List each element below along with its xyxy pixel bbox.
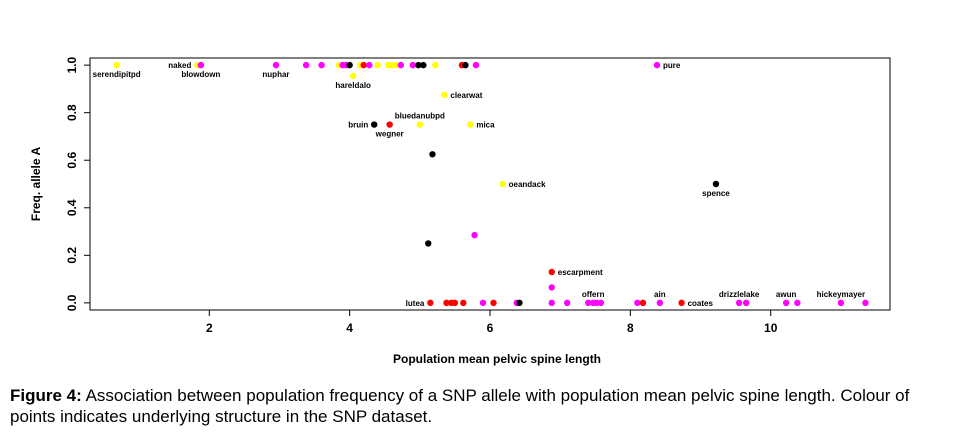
data-point xyxy=(397,61,405,69)
point-label: coates xyxy=(688,299,714,308)
data-point xyxy=(451,299,459,307)
scatter-chart: 2 4 6 8 10 0.0 0.2 0.4 0.6 0.8 1.0 Population mea… xyxy=(29,56,891,366)
x-tick-label: 10 xyxy=(764,321,778,335)
data-point xyxy=(462,61,469,69)
data-point xyxy=(360,61,367,69)
data-point xyxy=(837,299,845,307)
x-tick-label: 2 xyxy=(206,321,213,335)
data-point xyxy=(653,61,661,69)
data-point xyxy=(548,268,555,276)
data-point xyxy=(472,61,480,69)
point-label: escarpment xyxy=(558,268,603,277)
data-point xyxy=(197,61,205,69)
data-point xyxy=(371,121,378,128)
point-label: bruin xyxy=(348,121,368,130)
point-label: offern xyxy=(582,290,605,299)
y-tick-label: 1.0 xyxy=(65,56,79,73)
data-point xyxy=(794,299,801,307)
plot-frame xyxy=(89,57,891,311)
data-point xyxy=(441,91,448,99)
data-point xyxy=(467,121,474,128)
y-tick-label: 0.0 xyxy=(65,294,79,311)
y-axis-title: Freq. allele A xyxy=(29,147,43,222)
data-point xyxy=(302,61,310,69)
data-point xyxy=(386,121,393,128)
data-point xyxy=(499,180,506,188)
data-point xyxy=(346,61,353,69)
data-point xyxy=(432,61,439,69)
data-point xyxy=(712,180,720,188)
data-point xyxy=(585,299,592,307)
data-point xyxy=(443,299,450,307)
point-label: pure xyxy=(663,61,681,70)
data-point xyxy=(416,121,424,128)
data-point xyxy=(272,61,280,69)
point-label: bluedanubpd xyxy=(395,112,445,121)
data-point xyxy=(735,299,743,307)
y-tick-label: 0.6 xyxy=(65,152,79,169)
x-axis: 2 4 6 8 10 xyxy=(206,310,778,335)
y-tick-label: 0.2 xyxy=(65,247,79,264)
point-label: lutea xyxy=(406,299,425,308)
data-point xyxy=(113,61,120,69)
point-label: naked xyxy=(168,61,191,70)
x-tick-label: 6 xyxy=(487,321,494,335)
data-point xyxy=(409,61,417,69)
point-label: clearwat xyxy=(450,91,482,100)
data-point xyxy=(388,61,395,69)
data-point xyxy=(634,299,641,307)
y-axis: 0.0 0.2 0.4 0.6 0.8 1.0 xyxy=(65,56,90,311)
data-point xyxy=(427,299,434,307)
data-point xyxy=(471,231,478,239)
data-point xyxy=(678,299,685,307)
data-point xyxy=(782,299,790,307)
data-point xyxy=(656,299,664,307)
data-point xyxy=(862,299,869,307)
data-point xyxy=(639,299,647,307)
point-label: hickeymayer xyxy=(817,290,865,299)
point-label: mica xyxy=(476,121,495,130)
data-point xyxy=(420,61,427,69)
point-label: blowdown xyxy=(181,70,220,79)
point-label: hareldalo xyxy=(335,81,371,90)
data-point xyxy=(490,299,497,307)
caption-text: Association between population frequency… xyxy=(10,386,910,426)
data-point xyxy=(597,299,605,307)
point-label: drizzlelake xyxy=(719,290,760,299)
point-label: spence xyxy=(702,189,730,198)
data-point xyxy=(425,240,432,247)
y-tick-label: 0.8 xyxy=(65,104,79,121)
data-point xyxy=(516,299,523,307)
data-points xyxy=(113,61,869,307)
data-point xyxy=(366,61,373,69)
data-point xyxy=(415,61,422,69)
data-point xyxy=(742,299,750,307)
data-point xyxy=(318,61,325,69)
y-tick-label: 0.4 xyxy=(65,199,79,216)
x-tick-label: 8 xyxy=(627,321,634,335)
data-point xyxy=(460,299,467,307)
x-tick-label: 4 xyxy=(346,321,353,335)
data-point xyxy=(429,151,436,158)
data-point xyxy=(479,299,487,307)
figure-caption: Figure 4: Association between population… xyxy=(10,385,950,427)
point-label: awun xyxy=(776,290,797,299)
point-label: ain xyxy=(654,290,666,299)
data-point xyxy=(548,284,555,291)
point-label: serendipitpd xyxy=(93,70,141,79)
data-point xyxy=(563,299,571,307)
x-axis-title: Population mean pelvic spine length xyxy=(393,352,601,366)
point-label: nuphar xyxy=(262,70,289,79)
point-label: oeandack xyxy=(509,180,546,189)
data-point xyxy=(374,61,381,69)
data-point xyxy=(349,72,357,80)
data-point xyxy=(548,299,555,307)
point-label: wegner xyxy=(375,130,404,139)
caption-label: Figure 4: xyxy=(10,386,82,405)
